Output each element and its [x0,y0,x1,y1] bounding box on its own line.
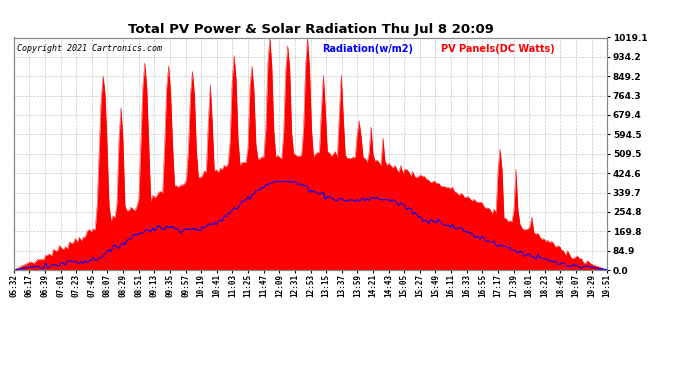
Title: Total PV Power & Solar Radiation Thu Jul 8 20:09: Total PV Power & Solar Radiation Thu Jul… [128,23,493,36]
Text: Copyright 2021 Cartronics.com: Copyright 2021 Cartronics.com [17,45,161,54]
Text: Radiation(w/m2): Radiation(w/m2) [322,45,413,54]
Text: PV Panels(DC Watts): PV Panels(DC Watts) [441,45,555,54]
